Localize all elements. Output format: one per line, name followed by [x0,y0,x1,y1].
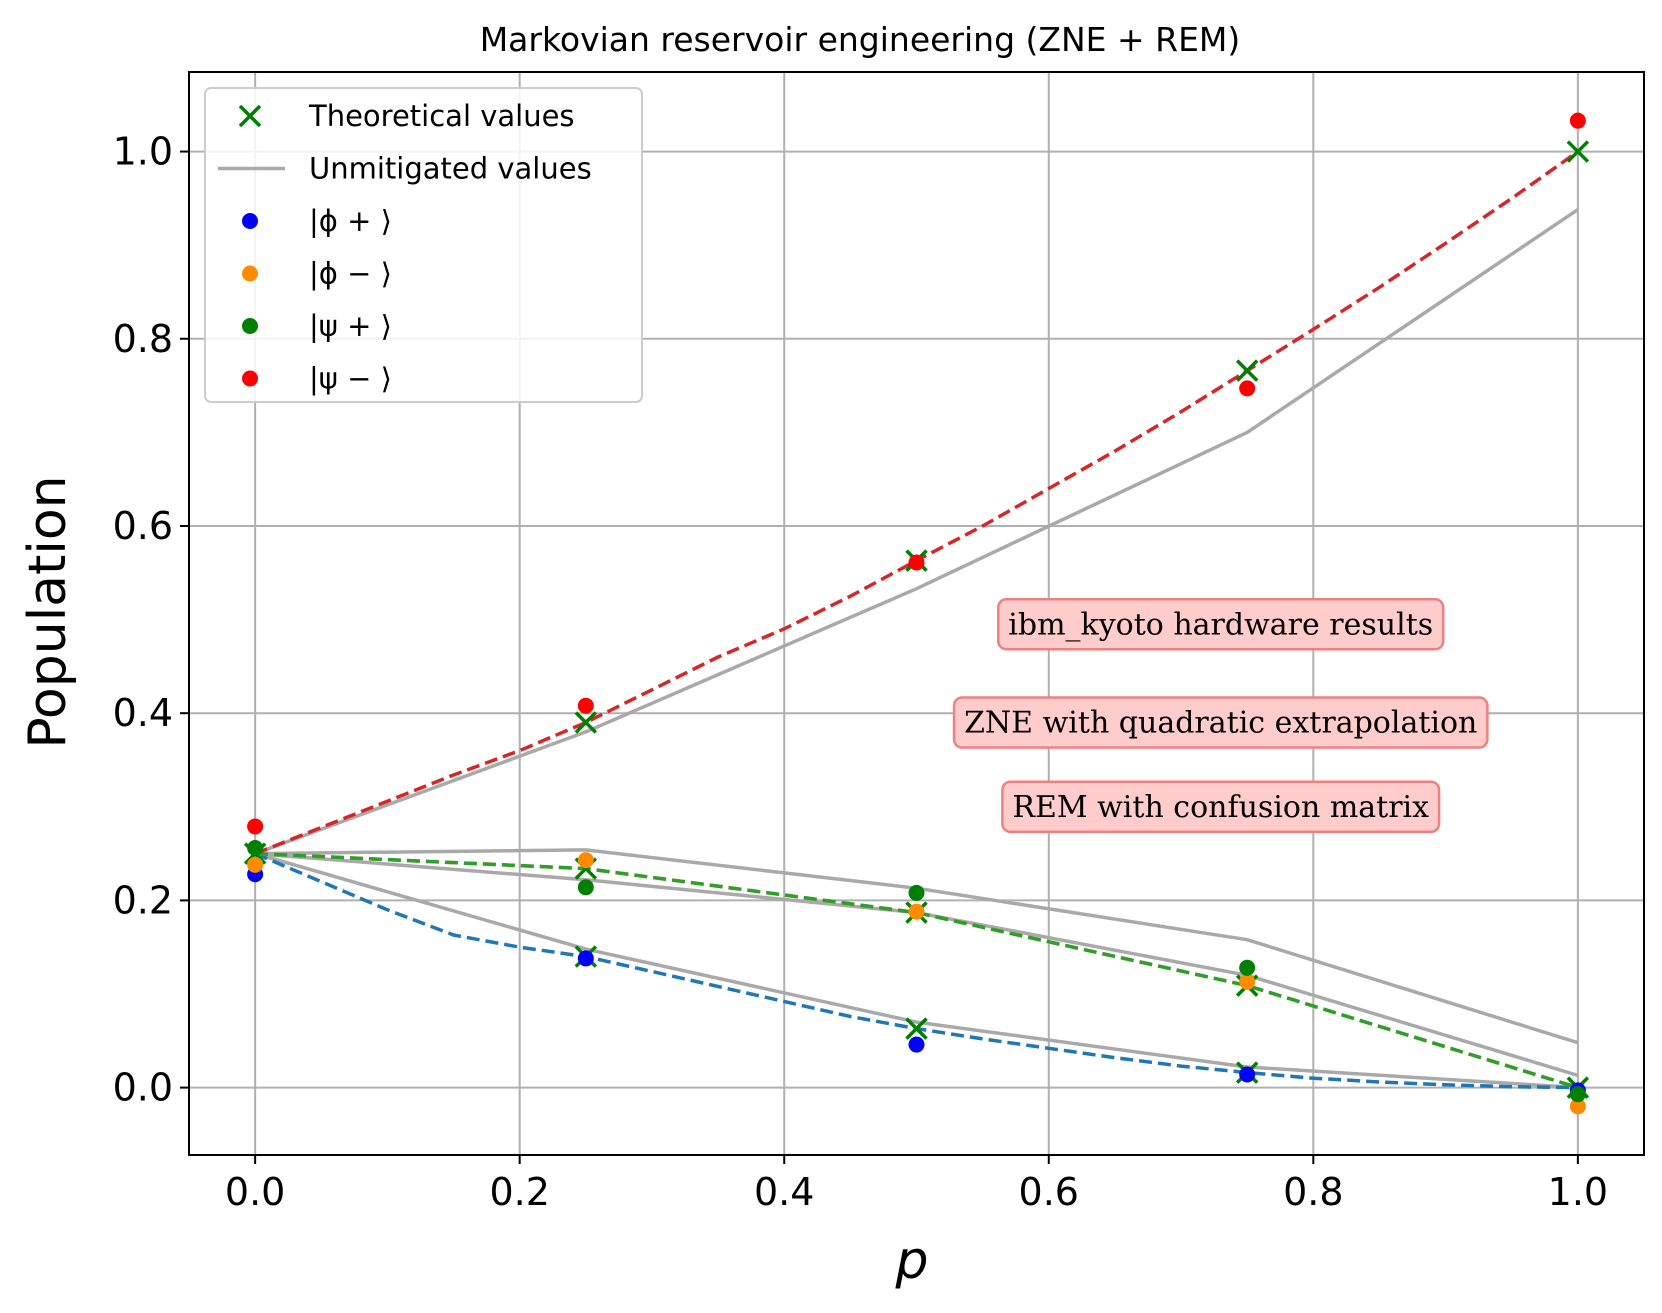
y-tick-label: 1.0 [113,130,173,174]
data-point [1239,1066,1256,1083]
theoretical-marker-stroke-b [1566,140,1590,163]
data-point [908,903,925,920]
y-tick-label: 0.0 [113,1066,173,1110]
y-tick-label: 0.6 [113,504,173,548]
x-tick-label: 0.2 [489,1170,549,1214]
y-axis-label: Population [18,475,78,748]
annotation-text: ZNE with quadratic extrapolation [964,706,1477,741]
data-point [247,818,264,835]
legend-label: |ϕ + ⟩ [309,204,392,238]
theoretical-marker-stroke-b [905,1017,928,1040]
unmitigated-line [254,208,1579,856]
x-tick-label: 0.0 [225,1170,285,1214]
theoretical-marker [905,1017,928,1040]
legend-label: Unmitigated values [309,152,592,186]
legend-entry: |ψ + ⟩ [242,309,392,343]
legend-label: |ϕ − ⟩ [309,257,392,291]
data-point [577,879,594,896]
legend-label: Theoretical values [308,99,575,133]
y-tick-label: 0.8 [113,317,173,361]
data-point [247,856,264,873]
legend-x-icon [238,104,262,128]
data-point [577,852,594,869]
x-tick-label: 0.8 [1283,1170,1343,1214]
legend-label: |ψ − ⟩ [309,362,392,396]
annotation-box [997,598,1445,651]
legend-entry: |ϕ + ⟩ [242,204,392,238]
legend-x-icon-stroke-b [238,104,262,128]
y-tick-label: 0.4 [113,691,173,735]
legend-entry: Unmitigated values [218,152,592,186]
theoretical-marker [574,711,598,734]
annotation: REM with confusion matrix [1001,780,1441,834]
unmitigated-line [254,851,1579,1090]
grid [189,72,1644,1155]
axis-ticks: 0.0 0.2 0.4 0.6 0.8 1.0 0.0 0.2 0.4 0.6 0.8 1.0 [113,130,1609,1214]
legend-box [204,87,643,403]
data-point [908,884,925,901]
x-tick-label: 1.0 [1548,1170,1608,1214]
legend-label: |ψ + ⟩ [309,309,392,343]
data-point [908,554,925,571]
y-tick-label: 0.2 [113,878,173,922]
data-point [1569,112,1586,129]
annotation: ibm_kyoto hardware results [997,598,1445,651]
annotation: ZNE with quadratic extrapolation [952,696,1489,749]
legend-dot-icon [242,318,258,334]
legend: Theoretical values Unmitigated values |ϕ +… [204,87,643,403]
data-point [1569,1098,1586,1115]
data-point [908,1036,925,1053]
data-point [1569,1086,1586,1103]
legend-entry: Theoretical values [238,99,575,133]
theoretical-marker-stroke-b [574,711,598,734]
annotations: ibm_kyoto hardware results ZNE with quadr… [952,598,1489,834]
theoretical-marker [1235,359,1259,382]
legend-dot-icon [242,213,258,229]
chart-title: Markovian reservoir engineering (ZNE + R… [480,20,1241,59]
legend-entry: |ϕ − ⟩ [242,257,392,291]
data-point [1239,380,1256,397]
data-point [1239,973,1256,990]
data-point [577,950,594,967]
legend-dot-icon [242,265,258,282]
x-tick-label: 0.4 [754,1170,814,1214]
annotation-box [952,696,1489,749]
fit-curve [255,851,1579,1090]
theoretical-marker [1566,140,1590,163]
annotation-box [1001,780,1441,834]
data-point [1239,959,1256,976]
annotation-text: REM with confusion matrix [1012,790,1429,825]
x-tick-label: 0.6 [1019,1170,1079,1214]
annotation-text: ibm_kyoto hardware results [1008,607,1433,642]
theoretical-marker-stroke-b [1235,359,1259,382]
mitigated-points [247,112,1586,1115]
plot-frame [188,71,1645,1156]
legend-dot-icon [242,370,258,387]
data-point [247,839,264,856]
x-axis-label: p [894,1231,928,1291]
legend-entry: |ψ − ⟩ [242,362,392,396]
data-point [577,697,594,714]
